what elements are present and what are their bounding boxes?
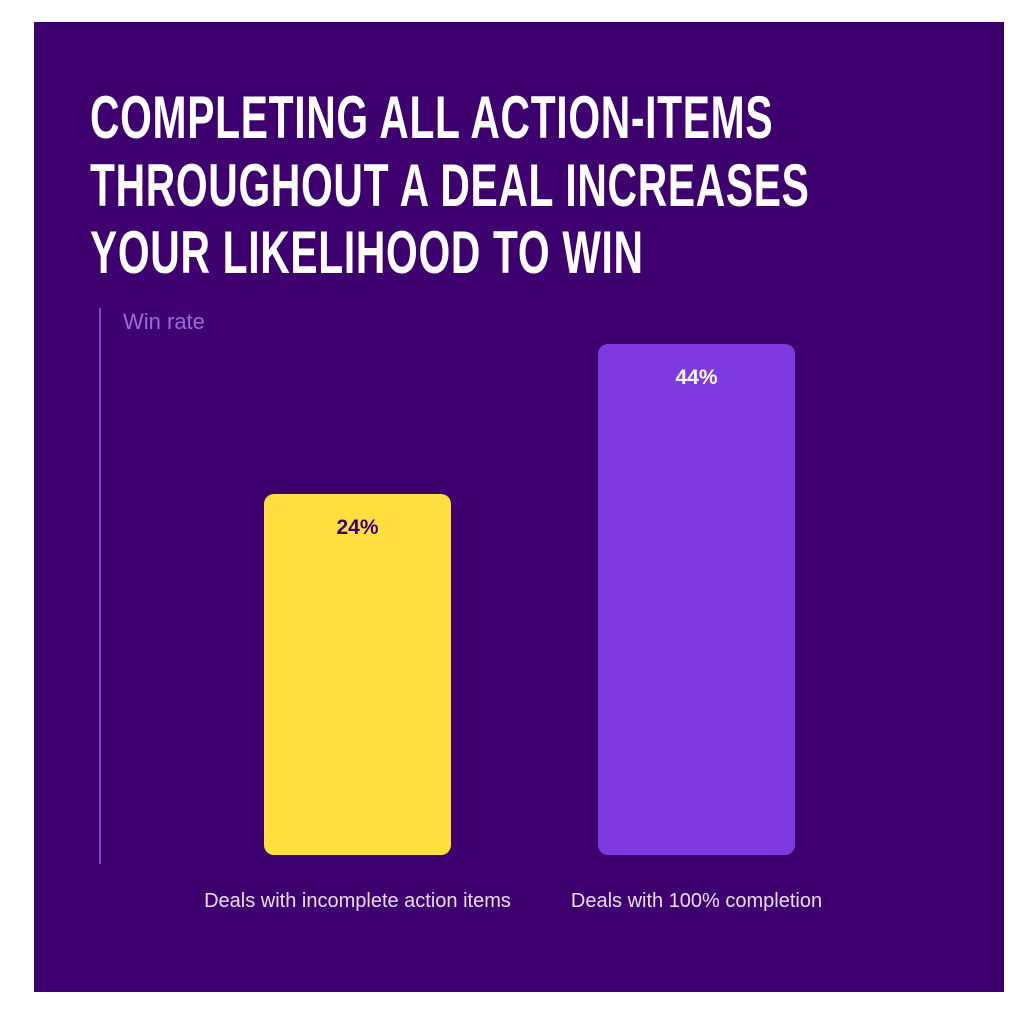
bar-complete: 44% xyxy=(598,344,795,855)
x-tick-label-complete: Deals with 100% completion xyxy=(570,890,823,912)
y-axis-line xyxy=(99,308,101,864)
chart-title-line-2: THROUGHOUT A DEAL INCREASES xyxy=(90,152,810,219)
bar-incomplete: 24% xyxy=(264,494,451,855)
data-label-incomplete: 24% xyxy=(336,516,379,539)
x-tick-label-incomplete: Deals with incomplete action items xyxy=(204,890,511,912)
chart-title-line-1: COMPLETING ALL ACTION-ITEMS xyxy=(90,84,774,151)
data-label-complete: 44% xyxy=(675,366,718,389)
chart-panel xyxy=(34,22,1004,992)
chart-title-line-3: YOUR LIKELIHOOD TO WIN xyxy=(90,219,644,286)
y-axis-label: Win rate xyxy=(123,309,205,334)
